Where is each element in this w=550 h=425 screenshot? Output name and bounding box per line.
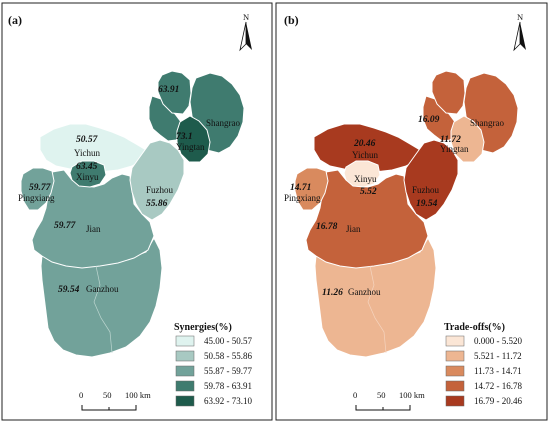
svg-text:100 km: 100 km <box>399 390 425 400</box>
value-label-jian: 16.78 <box>316 222 338 232</box>
legend-item: 45.00 - 50.57 <box>175 335 252 347</box>
value-label-fuzhou: 55.86 <box>146 199 168 209</box>
region-label-xinyu: Xinyu <box>354 174 377 184</box>
value-label-yichun: 20.46 <box>353 139 376 149</box>
value-label-yingtan: 73.1 <box>176 132 193 142</box>
region-label-yingtan: Yingtan <box>176 142 205 152</box>
value-label-yichun: 50.57 <box>76 135 99 145</box>
svg-text:0: 0 <box>79 390 83 400</box>
scale-bar: 0 50 100 km <box>79 390 151 411</box>
svg-text:N: N <box>243 12 249 22</box>
panel-a: (a) N 63.91 Shangrao 73.1 Yingtan 50.57 … <box>8 12 252 411</box>
svg-text:5.521 - 11.72: 5.521 - 11.72 <box>474 351 522 361</box>
legend-item: 0.000 - 5.520 <box>445 335 522 347</box>
legend-item: 63.92 - 73.10 <box>175 395 252 407</box>
region-label-pingxiang: Pingxiang <box>284 193 321 203</box>
svg-text:50.58 - 55.86: 50.58 - 55.86 <box>204 351 252 361</box>
region-label-fuzhou: Fuzhou <box>146 185 174 195</box>
legend: Trade-offs(%) 0.000 - 5.520 5.521 - 11.7… <box>444 322 522 407</box>
region-label-shangrao: Shangrao <box>206 118 240 128</box>
panel-tag: (a) <box>8 13 22 27</box>
svg-text:16.79 - 20.46: 16.79 - 20.46 <box>474 396 522 406</box>
svg-text:63.92 - 73.10: 63.92 - 73.10 <box>204 396 252 406</box>
region-label-jian: Jian <box>346 224 361 234</box>
svg-text:45.00 - 50.57: 45.00 - 50.57 <box>204 336 252 346</box>
value-label-pingxiang: 59.77 <box>29 183 52 193</box>
legend-title: Trade-offs(%) <box>444 322 505 333</box>
region-label-shangrao: Shangrao <box>470 118 504 128</box>
svg-text:11.73 - 14.71: 11.73 - 14.71 <box>474 366 522 376</box>
svg-text:0: 0 <box>353 390 357 400</box>
region-label-ganzhou: Ganzhou <box>348 287 381 297</box>
north-arrow-icon: N <box>239 12 252 52</box>
region-label-fuzhou: Fuzhou <box>412 185 440 195</box>
panel-tag: (b) <box>284 13 299 27</box>
value-label-yingtan: 11.72 <box>440 135 461 145</box>
value-label-fuzhou: 19.54 <box>416 199 438 209</box>
value-label-shangrao: 16.09 <box>418 115 440 125</box>
scale-bar: 0 50 100 km <box>353 390 425 411</box>
svg-text:N: N <box>517 12 523 22</box>
legend: Synergies(%) 45.00 - 50.57 50.58 - 55.86… <box>174 322 252 407</box>
panel-b: (b) N 16.09 Shangrao 11.72 Yingtan 20.46… <box>284 12 526 411</box>
legend-item: 50.58 - 55.86 <box>175 350 252 362</box>
value-label-ganzhou: 59.54 <box>58 285 80 295</box>
legend-item: 59.78 - 63.91 <box>175 380 252 392</box>
value-label-jian: 59.77 <box>54 221 77 231</box>
value-label-shangrao: 63.91 <box>158 85 179 95</box>
value-label-xinyu: 5.52 <box>360 187 377 197</box>
svg-text:14.72 - 16.78: 14.72 - 16.78 <box>474 381 522 391</box>
svg-text:55.87 - 59.77: 55.87 - 59.77 <box>204 366 252 376</box>
region-label-yichun: Yichun <box>74 148 100 158</box>
value-label-xinyu: 63.45 <box>76 162 98 172</box>
north-arrow-icon: N <box>513 12 526 52</box>
svg-text:0.000 - 5.520: 0.000 - 5.520 <box>474 336 522 346</box>
region-label-yingtan: Yingtan <box>440 144 469 154</box>
legend-item: 5.521 - 11.72 <box>445 350 522 362</box>
region-label-yichun: Yichun <box>352 150 378 160</box>
svg-text:50: 50 <box>377 390 386 400</box>
region-label-ganzhou: Ganzhou <box>86 284 119 294</box>
region-label-jian: Jian <box>86 224 101 234</box>
legend-item: 55.87 - 59.77 <box>175 365 252 377</box>
value-label-ganzhou: 11.26 <box>322 288 343 298</box>
legend-item: 16.79 - 20.46 <box>445 395 522 407</box>
svg-text:100 km: 100 km <box>125 390 151 400</box>
region-label-pingxiang: Pingxiang <box>18 193 55 203</box>
svg-text:59.78 - 63.91: 59.78 - 63.91 <box>204 381 252 391</box>
svg-text:50: 50 <box>103 390 112 400</box>
region-label-xinyu: Xinyu <box>76 172 99 182</box>
legend-item: 11.73 - 14.71 <box>445 365 522 377</box>
legend-title: Synergies(%) <box>174 322 232 333</box>
value-label-pingxiang: 14.71 <box>290 183 311 193</box>
legend-item: 14.72 - 16.78 <box>445 380 522 392</box>
